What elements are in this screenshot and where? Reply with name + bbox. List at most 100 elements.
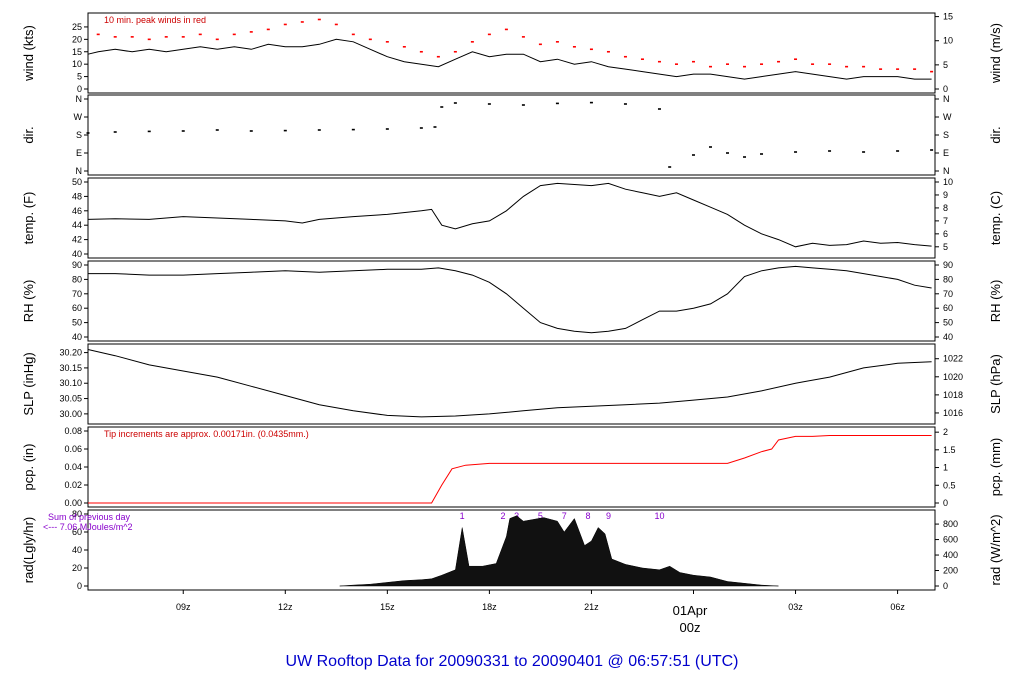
dir-point [930, 149, 934, 151]
wind-point [249, 31, 253, 33]
temp-ytick-right-label: 8 [943, 203, 948, 213]
wind-point [351, 33, 355, 36]
wind-frame [87, 12, 936, 94]
dir-point [385, 128, 389, 130]
dir-point [419, 127, 423, 129]
dir-point [743, 156, 747, 158]
slp-series-line [87, 349, 932, 418]
dir-ytick-label: N [76, 94, 83, 104]
rad-ylabel-right: rad (W/m^2) [988, 514, 1003, 585]
wind-point [811, 63, 815, 65]
dir-point [726, 152, 730, 154]
dir-ytick-label: S [76, 130, 82, 140]
pcp-series-line [88, 435, 932, 504]
wind-point [232, 33, 236, 36]
pcp-ytick-label: 0.02 [64, 480, 82, 490]
rh-ytick-label: 40 [72, 332, 82, 342]
wind-point [640, 58, 644, 61]
wind-point [198, 33, 202, 36]
pcp-ytick-right-label: 2 [943, 427, 948, 437]
wind-ytick-right-label: 5 [943, 60, 948, 70]
wind-point [113, 36, 117, 38]
wind-point [726, 63, 730, 65]
dir-point [249, 130, 253, 132]
x-tick-label: 06z [890, 602, 905, 612]
rh-ytick-right-label: 60 [943, 303, 953, 313]
dir-point [487, 103, 491, 105]
dir-ytick-label: W [74, 112, 83, 122]
pcp-ytick-label: 0.04 [64, 462, 82, 472]
pcp-ytick-label: 0.06 [64, 444, 82, 454]
wind-point [215, 38, 219, 41]
rad-top-label: 5 [538, 511, 543, 521]
rad-ytick-right-label: 0 [943, 581, 948, 591]
rh-ytick-right-label: 40 [943, 332, 953, 342]
wind-ylabel-right: wind (m/s) [988, 23, 1003, 84]
rh-ytick-label: 60 [72, 303, 82, 313]
wind-point [606, 50, 610, 53]
rad-ytick-label: 60 [72, 527, 82, 537]
rad-ytick-label: 20 [72, 563, 82, 573]
dir-ytick-right-label: N [943, 166, 950, 176]
dir-point [760, 153, 764, 155]
dir-point [828, 150, 832, 152]
x-tick-label: 18z [482, 602, 497, 612]
slp-ytick-right-label: 1018 [943, 390, 963, 400]
rh-ytick-right-label: 50 [943, 318, 953, 328]
dir-ytick-right-label: N [943, 94, 950, 104]
temp-ytick-right-label: 10 [943, 177, 953, 187]
slp-ytick-label: 30.15 [59, 363, 82, 373]
rh-ytick-label: 70 [72, 289, 82, 299]
wind-point [147, 38, 151, 41]
dir-frame [87, 94, 936, 176]
wind-point [487, 33, 491, 36]
wind-point [300, 21, 304, 23]
wind-point [896, 68, 900, 70]
temp-ytick-right-label: 6 [943, 229, 948, 239]
x-tick-label: 03z [788, 602, 803, 612]
x-date-label: 01Apr [673, 603, 708, 618]
wind-point [674, 63, 678, 65]
wind-point [572, 45, 576, 48]
temp-ytick-label: 48 [72, 191, 82, 201]
pcp-ylabel-right: pcp. (mm) [988, 438, 1003, 497]
wind-point [419, 50, 423, 53]
wind-point [913, 68, 917, 70]
dir-point [794, 151, 798, 153]
rad-area [339, 515, 779, 587]
pcp-ytick-right-label: 1.5 [943, 445, 956, 455]
rh-ytick-label: 90 [72, 260, 82, 270]
wind-ytick-label: 20 [72, 34, 82, 44]
rh-series-line [88, 265, 932, 334]
dir-point [708, 146, 712, 148]
wind-point [862, 65, 866, 68]
dir-point [668, 166, 672, 168]
wind-point [181, 36, 185, 38]
dir-point [433, 126, 437, 128]
x-tick-label: 21z [584, 602, 599, 612]
dir-ytick-label: E [76, 148, 82, 158]
wind-point [453, 50, 457, 53]
slp-ytick-right-label: 1020 [943, 372, 963, 382]
wind-point [879, 68, 883, 70]
rad-top-label: 10 [654, 511, 664, 521]
dir-point [86, 132, 90, 134]
dir-point [113, 131, 117, 133]
wind-point [368, 38, 372, 41]
temp-ytick-label: 40 [72, 249, 82, 259]
dir-point [691, 154, 695, 156]
pcp-frame [87, 426, 936, 508]
rad-ylabel: rad(Lgly/hr) [21, 517, 36, 583]
rh-panel: 40 50 60 70 80 90 40 50 60 70 80 90 RH (%) RH (%) [21, 260, 1003, 342]
dir-point [589, 101, 593, 104]
temp-ytick-label: 42 [72, 235, 82, 245]
wind-point [555, 41, 559, 43]
wind-ylabel: wind (kts) [21, 25, 36, 82]
pcp-ytick-right-label: 1 [943, 463, 948, 473]
temp-series-line [87, 182, 932, 248]
slp-ylabel-right: SLP (hPa) [988, 354, 1003, 414]
slp-frame [87, 343, 936, 425]
wind-ytick-label: 25 [72, 22, 82, 32]
